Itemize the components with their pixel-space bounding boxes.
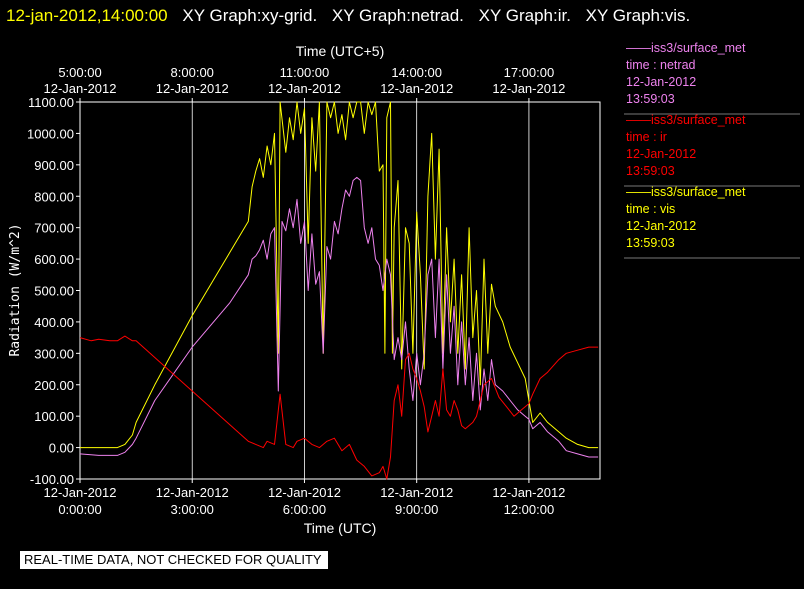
- title-timestamp: 12-jan-2012,14:00:00: [6, 6, 168, 25]
- x-tick-time: 6:00:00: [283, 502, 326, 517]
- x-tick-date: 12-Jan-2012: [268, 485, 341, 500]
- legend-line: time : ir: [626, 130, 667, 144]
- x-axis-title-bottom: Time (UTC): [304, 520, 377, 536]
- x-tick-time: 9:00:00: [395, 502, 438, 517]
- top-tick-time: 8:00:00: [171, 65, 214, 80]
- y-tick-label: 1000.00: [27, 126, 74, 141]
- x-tick-time: 3:00:00: [171, 502, 214, 517]
- title-graph-netrad: XY Graph:netrad.: [332, 6, 464, 25]
- y-tick-label: 1100.00: [28, 95, 74, 110]
- title-graph-vis: XY Graph:vis.: [586, 6, 691, 25]
- y-tick-label: -100.00: [30, 472, 74, 487]
- y-tick-label: 900.00: [34, 158, 74, 173]
- y-tick-label: 800.00: [34, 189, 74, 204]
- title-graph-ir: XY Graph:ir.: [479, 6, 571, 25]
- y-tick-label: 600.00: [34, 252, 74, 267]
- y-tick-label: 200.00: [34, 378, 74, 393]
- legend-line: 12-Jan-2012: [626, 75, 696, 89]
- top-tick-time: 14:00:00: [391, 65, 442, 80]
- vertical-gridlines: [191, 102, 530, 479]
- title-graph-xy-grid: XY Graph:xy-grid.: [182, 6, 317, 25]
- x-tick-date: 12-Jan-2012: [380, 485, 453, 500]
- top-tick-time: 5:00:00: [58, 65, 101, 80]
- legend-line: 13:59:03: [626, 92, 675, 106]
- top-tick-time: 11:00:00: [280, 65, 330, 80]
- plot-frame: [79, 101, 601, 480]
- legend-line: ——iss3/surface_met: [626, 185, 746, 199]
- y-tick-label: 700.00: [34, 221, 74, 236]
- legend-line: time : netrad: [626, 58, 696, 72]
- y-tick-label: 0.00: [49, 441, 74, 456]
- y-axis-title: Radiation (W/m^2): [8, 223, 23, 356]
- x-axis-top: 5:00:0012-Jan-20128:00:0012-Jan-201211:0…: [44, 65, 565, 102]
- top-tick-date: 12-Jan-2012: [492, 81, 565, 96]
- x-tick-time: 12:00:00: [504, 502, 555, 517]
- legend-line: 12-Jan-2012: [626, 147, 696, 161]
- top-tick-date: 12-Jan-2012: [268, 81, 341, 96]
- y-axis: -100.00 0.00 100.00 200.00 300.00 400.00 500.0…: [27, 95, 80, 487]
- x-axis-title-top: Time (UTC+5): [296, 43, 385, 59]
- y-tick-label: 300.00: [34, 346, 74, 361]
- series-layer: [79, 101, 599, 480]
- x-tick-date: 12-Jan-2012: [156, 485, 229, 500]
- y-tick-label: 500.00: [34, 284, 74, 299]
- top-tick-time: 17:00:00: [504, 65, 555, 80]
- x-tick-time: 0:00:00: [58, 502, 101, 517]
- legend-line: ——iss3/surface_met: [626, 41, 746, 55]
- top-tick-date: 12-Jan-2012: [380, 81, 453, 96]
- legend-line: 12-Jan-2012: [626, 219, 696, 233]
- y-tick-label: 100.00: [34, 409, 74, 424]
- quality-disclaimer: REAL-TIME DATA, NOT CHECKED FOR QUALITY: [20, 551, 328, 569]
- x-tick-date: 12-Jan-2012: [44, 485, 117, 500]
- x-tick-date: 12-Jan-2012: [492, 485, 565, 500]
- legend-line: time : vis: [626, 202, 675, 216]
- top-tick-date: 12-Jan-2012: [44, 81, 117, 96]
- series-line-netrad: [79, 176, 599, 458]
- series-line-vis: [80, 101, 599, 449]
- title-bar: 12-jan-2012,14:00:00 XY Graph:xy-grid. X…: [6, 6, 690, 25]
- legend-line: 13:59:03: [626, 164, 675, 178]
- top-tick-date: 12-Jan-2012: [156, 81, 229, 96]
- series-line-ir: [79, 335, 599, 480]
- x-axis-bottom: 12-Jan-2012 0:00:00 12-Jan-2012 3:00:00 12-J…: [44, 479, 565, 517]
- legend-line: 13:59:03: [626, 236, 675, 250]
- y-tick-label: 400.00: [34, 315, 74, 330]
- legend-line: ——iss3/surface_met: [626, 113, 746, 127]
